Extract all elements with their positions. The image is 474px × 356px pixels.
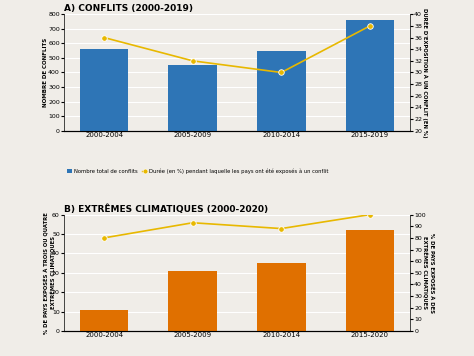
Bar — [257, 263, 306, 331]
Y-axis label: DURÉE D'EXPOSITION À UN CONFLIT (EN %): DURÉE D'EXPOSITION À UN CONFLIT (EN %) — [422, 8, 428, 137]
Text: A) CONFLITS (2000-2019): A) CONFLITS (2000-2019) — [64, 5, 193, 14]
Bar — [80, 49, 128, 131]
Bar — [346, 20, 394, 131]
Y-axis label: % DE PAYS EXPOSÉS À DES
EXTRÊMES CLIMATIQUES: % DE PAYS EXPOSÉS À DES EXTRÊMES CLIMATI… — [423, 233, 434, 313]
Y-axis label: % DE PAYS EXPOSÉS À TROIS OU QUATRE
EXTRÊMES CLIMATIQUES: % DE PAYS EXPOSÉS À TROIS OU QUATRE EXTR… — [43, 212, 55, 334]
Bar — [346, 230, 394, 331]
Y-axis label: NOMBRE DE CONFLITS: NOMBRE DE CONFLITS — [43, 38, 48, 107]
Bar — [257, 51, 306, 131]
Legend: Nombre total de conflits, Durée (en %) pendant laquelle les pays ont été exposés: Nombre total de conflits, Durée (en %) p… — [67, 168, 329, 174]
Bar — [80, 310, 128, 331]
Text: B) EXTRÊMES CLIMATIQUES (2000-2020): B) EXTRÊMES CLIMATIQUES (2000-2020) — [64, 204, 268, 214]
Bar — [168, 271, 217, 331]
Bar — [168, 65, 217, 131]
